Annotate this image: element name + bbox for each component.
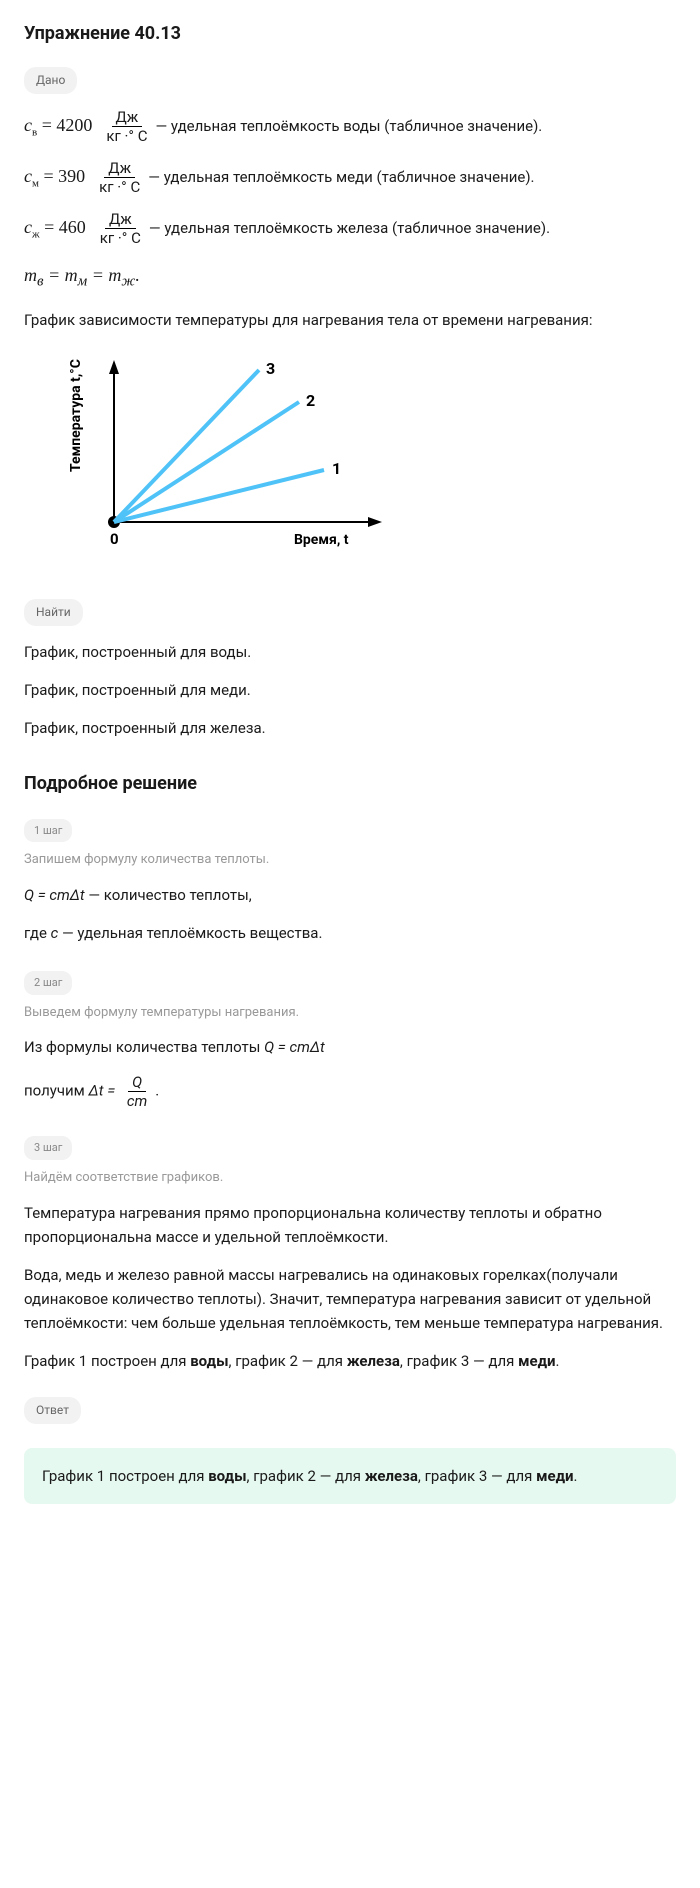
formula-unit-0: Джкг ·° С xyxy=(102,108,151,145)
graph-line-label-2: 1 xyxy=(332,459,341,478)
mass-equation: mв = mм = mж. xyxy=(24,261,676,294)
step-0: 1 шаг Запишем формулу количества теплоты.… xyxy=(24,817,676,945)
formula-row-2: cж = 460 Джкг ·° С — удельная теплоёмкос… xyxy=(24,210,676,247)
graph: Температура t,°С 0 Время, t 3 2 1 xyxy=(64,352,676,569)
formula-desc-2: — удельная теплоёмкость железа (таблично… xyxy=(149,216,550,240)
step-badge-2: 3 шаг xyxy=(24,1136,72,1160)
formula-row-1: cм = 390 Джкг ·° С — удельная теплоёмкос… xyxy=(24,159,676,196)
formula-unit-1: Джкг ·° С xyxy=(95,159,144,196)
graph-lines: 3 2 1 xyxy=(114,359,341,522)
step-0-line-1: где c — удельная теплоёмкость вещества. xyxy=(24,921,676,945)
y-arrow-icon xyxy=(109,360,119,374)
graph-caption: График зависимости температуры для нагре… xyxy=(24,308,676,332)
formula-var-1: cм = 390 xyxy=(24,162,85,193)
formula-desc-1: — удельная теплоёмкость меди (табличное … xyxy=(148,165,534,189)
y-axis-label: Температура t,°С xyxy=(68,359,84,472)
graph-line-2 xyxy=(114,470,324,522)
step-desc-2: Найдём соответствие графиков. xyxy=(24,1168,676,1189)
x-arrow-icon xyxy=(368,517,382,527)
graph-line-label-0: 3 xyxy=(266,359,275,378)
find-item-1: График, построенный для меди. xyxy=(24,678,676,702)
graph-line-label-1: 2 xyxy=(306,391,315,410)
step-1-line-1: получим ∆t = Qcm. xyxy=(24,1073,676,1110)
find-item-2: График, построенный для железа. xyxy=(24,716,676,740)
step-2: 3 шаг Найдём соответствие графиков. Темпер… xyxy=(24,1134,676,1372)
formula-desc-0: — удельная теплоёмкость воды (табличное … xyxy=(156,114,543,138)
step-0-line-0: Q = cm∆t — количество теплоты, xyxy=(24,883,676,907)
given-badge: Дано xyxy=(24,67,77,94)
find-badge: Найти xyxy=(24,599,83,626)
solution-title: Подробное решение xyxy=(24,770,676,799)
step-badge-0: 1 шаг xyxy=(24,819,72,843)
step-desc-1: Выведем формулу температуры нагревания. xyxy=(24,1003,676,1024)
step-2-line-0: Температура нагревания прямо пропорциона… xyxy=(24,1201,676,1249)
find-section: График, построенный для воды. График, по… xyxy=(24,640,676,740)
origin-label: 0 xyxy=(110,530,119,548)
step-desc-0: Запишем формулу количества теплоты. xyxy=(24,850,676,871)
x-axis-label: Время, t xyxy=(294,532,349,548)
exercise-title: Упражнение 40.13 xyxy=(24,20,676,49)
graph-line-1 xyxy=(114,402,299,522)
step-1: 2 шаг Выведем формулу температуры нагрева… xyxy=(24,969,676,1110)
formula-unit-2: Джкг ·° С xyxy=(96,210,145,247)
step-badge-1: 2 шаг xyxy=(24,971,72,995)
formula-row-0: cв = 4200 Джкг ·° С — удельная теплоёмко… xyxy=(24,108,676,145)
graph-line-0 xyxy=(114,370,259,522)
graph-svg: Температура t,°С 0 Время, t 3 2 1 xyxy=(64,352,424,562)
step-2-line-2: График 1 построен для воды, график 2 — д… xyxy=(24,1349,676,1373)
step-2-line-1: Вода, медь и железо равной массы нагрева… xyxy=(24,1263,676,1335)
given-section: cв = 4200 Джкг ·° С — удельная теплоёмко… xyxy=(24,108,676,294)
step-1-line-0: Из формулы количества теплоты Q = cm∆t xyxy=(24,1035,676,1059)
solution-steps: 1 шаг Запишем формулу количества теплоты.… xyxy=(24,817,676,1373)
find-item-0: График, построенный для воды. xyxy=(24,640,676,664)
answer-badge: Ответ xyxy=(24,1397,81,1424)
formula-var-0: cв = 4200 xyxy=(24,111,92,142)
formula-var-2: cж = 460 xyxy=(24,213,86,244)
answer-box: График 1 построен для воды, график 2 — д… xyxy=(24,1448,676,1504)
answer-text: График 1 построен для воды, график 2 — д… xyxy=(42,1467,577,1485)
